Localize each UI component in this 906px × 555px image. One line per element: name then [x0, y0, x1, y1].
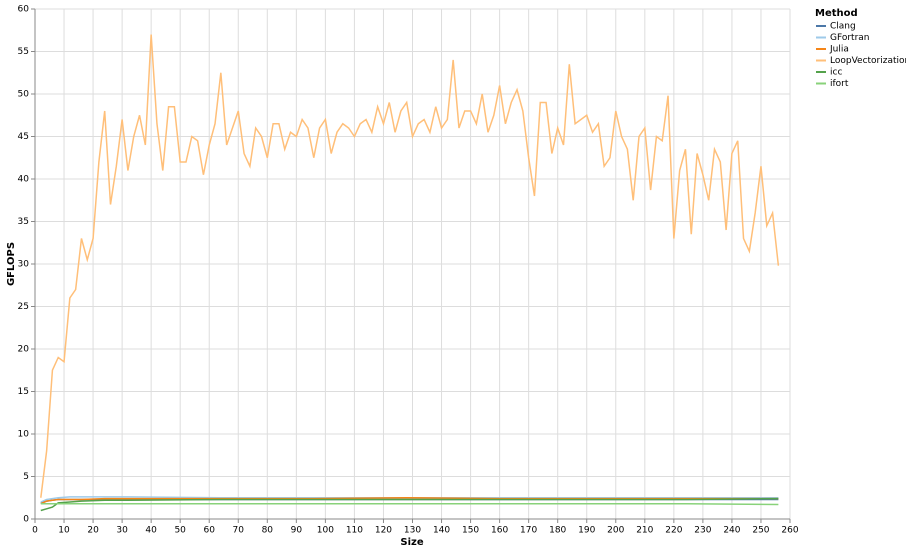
x-tick-label: 260: [781, 526, 798, 536]
x-tick-label: 210: [636, 526, 653, 536]
x-tick-label: 230: [694, 526, 711, 536]
y-tick-label: 15: [18, 387, 29, 397]
x-tick-label: 40: [145, 526, 157, 536]
legend-label: ifort: [830, 79, 849, 89]
y-tick-label: 30: [18, 260, 30, 270]
x-axis-label: Size: [400, 537, 423, 548]
x-tick-label: 30: [116, 526, 128, 536]
y-tick-label: 55: [18, 47, 29, 57]
y-tick-label: 50: [18, 90, 30, 100]
legend-label: Julia: [829, 45, 849, 55]
y-axis-label: GFLOPS: [6, 242, 17, 286]
x-tick-label: 50: [174, 526, 186, 536]
y-tick-label: 45: [18, 132, 29, 142]
series-line: [40, 496, 779, 505]
x-tick-label: 220: [665, 526, 682, 536]
x-tick-label: 200: [607, 526, 624, 536]
x-tick-label: 240: [723, 526, 740, 536]
x-tick-label: 140: [433, 526, 450, 536]
series-line: [40, 34, 780, 498]
series-line: [40, 496, 779, 503]
y-tick-label: 40: [18, 175, 30, 185]
legend-title: Method: [815, 8, 858, 19]
x-tick-label: 0: [32, 526, 38, 536]
x-tick-label: 80: [262, 526, 274, 536]
y-tick-label: 10: [18, 430, 30, 440]
x-tick-label: 100: [317, 526, 334, 536]
legend-label: LoopVectorization: [830, 56, 906, 66]
x-tick-label: 190: [578, 526, 595, 536]
y-tick-label: 0: [23, 515, 29, 525]
y-tick-label: 60: [18, 5, 30, 15]
x-tick-label: 250: [752, 526, 769, 536]
y-tick-label: 20: [18, 345, 30, 355]
y-tick-label: 25: [18, 302, 29, 312]
x-tick-label: 120: [375, 526, 392, 536]
x-tick-label: 150: [462, 526, 479, 536]
x-tick-label: 70: [233, 526, 245, 536]
series-line: [40, 497, 779, 512]
x-tick-label: 180: [549, 526, 566, 536]
x-tick-label: 170: [520, 526, 537, 536]
x-tick-label: 160: [491, 526, 508, 536]
x-tick-label: 60: [204, 526, 216, 536]
legend-label: Clang: [830, 22, 856, 32]
legend-label: GFortran: [830, 33, 870, 43]
x-tick-label: 90: [291, 526, 303, 536]
legend-label: icc: [830, 68, 842, 78]
x-tick-label: 110: [346, 526, 363, 536]
x-tick-label: 20: [87, 526, 99, 536]
y-tick-label: 35: [18, 217, 29, 227]
series-line: [40, 502, 779, 506]
x-tick-label: 10: [58, 526, 70, 536]
x-tick-label: 130: [404, 526, 421, 536]
y-tick-label: 5: [23, 472, 29, 482]
